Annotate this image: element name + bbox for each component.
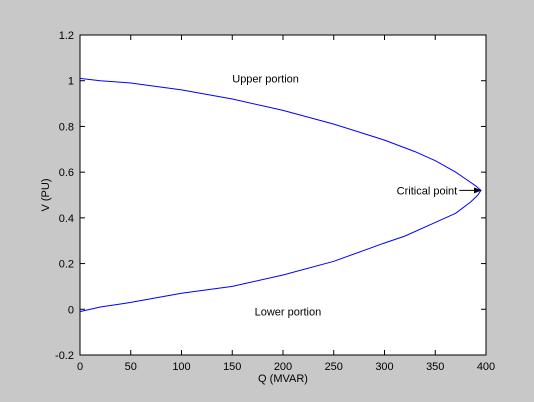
y-tick-label: 1.2 (59, 30, 74, 42)
annotation-upper: Upper portion (232, 73, 299, 85)
x-tick-label: 150 (223, 361, 241, 373)
y-tick-label: 0.4 (59, 213, 74, 225)
annotation-lower: Lower portion (255, 307, 322, 319)
x-tick-label: 50 (125, 361, 137, 373)
plot-area (79, 34, 487, 356)
x-tick-label: 300 (375, 361, 393, 373)
y-tick-label: -0.2 (55, 350, 74, 362)
y-tick-label: 0.6 (59, 167, 74, 179)
x-tick-label: 100 (172, 361, 190, 373)
y-tick-label: 0.2 (59, 259, 74, 271)
x-tick-label: 200 (274, 361, 292, 373)
x-tick-label: 250 (325, 361, 343, 373)
x-tick-label: 0 (77, 361, 83, 373)
annotation-critical: Critical point (397, 185, 458, 197)
y-tick-label: 0 (68, 304, 74, 316)
x-tick-label: 350 (426, 361, 444, 373)
annotations-group: Upper portion Lower portion Critical point (232, 73, 482, 319)
y-axis-label: V (PU) (40, 179, 52, 212)
x-axis-label: Q (MVAR) (258, 373, 308, 385)
axis-ticks: 0 50 100 150 200 250 300 350 400-0.200.20.40.60.… (55, 30, 495, 373)
y-tick-label: 1 (68, 76, 74, 88)
y-tick-label: 0.8 (59, 121, 74, 133)
x-tick-label: 400 (477, 361, 495, 373)
